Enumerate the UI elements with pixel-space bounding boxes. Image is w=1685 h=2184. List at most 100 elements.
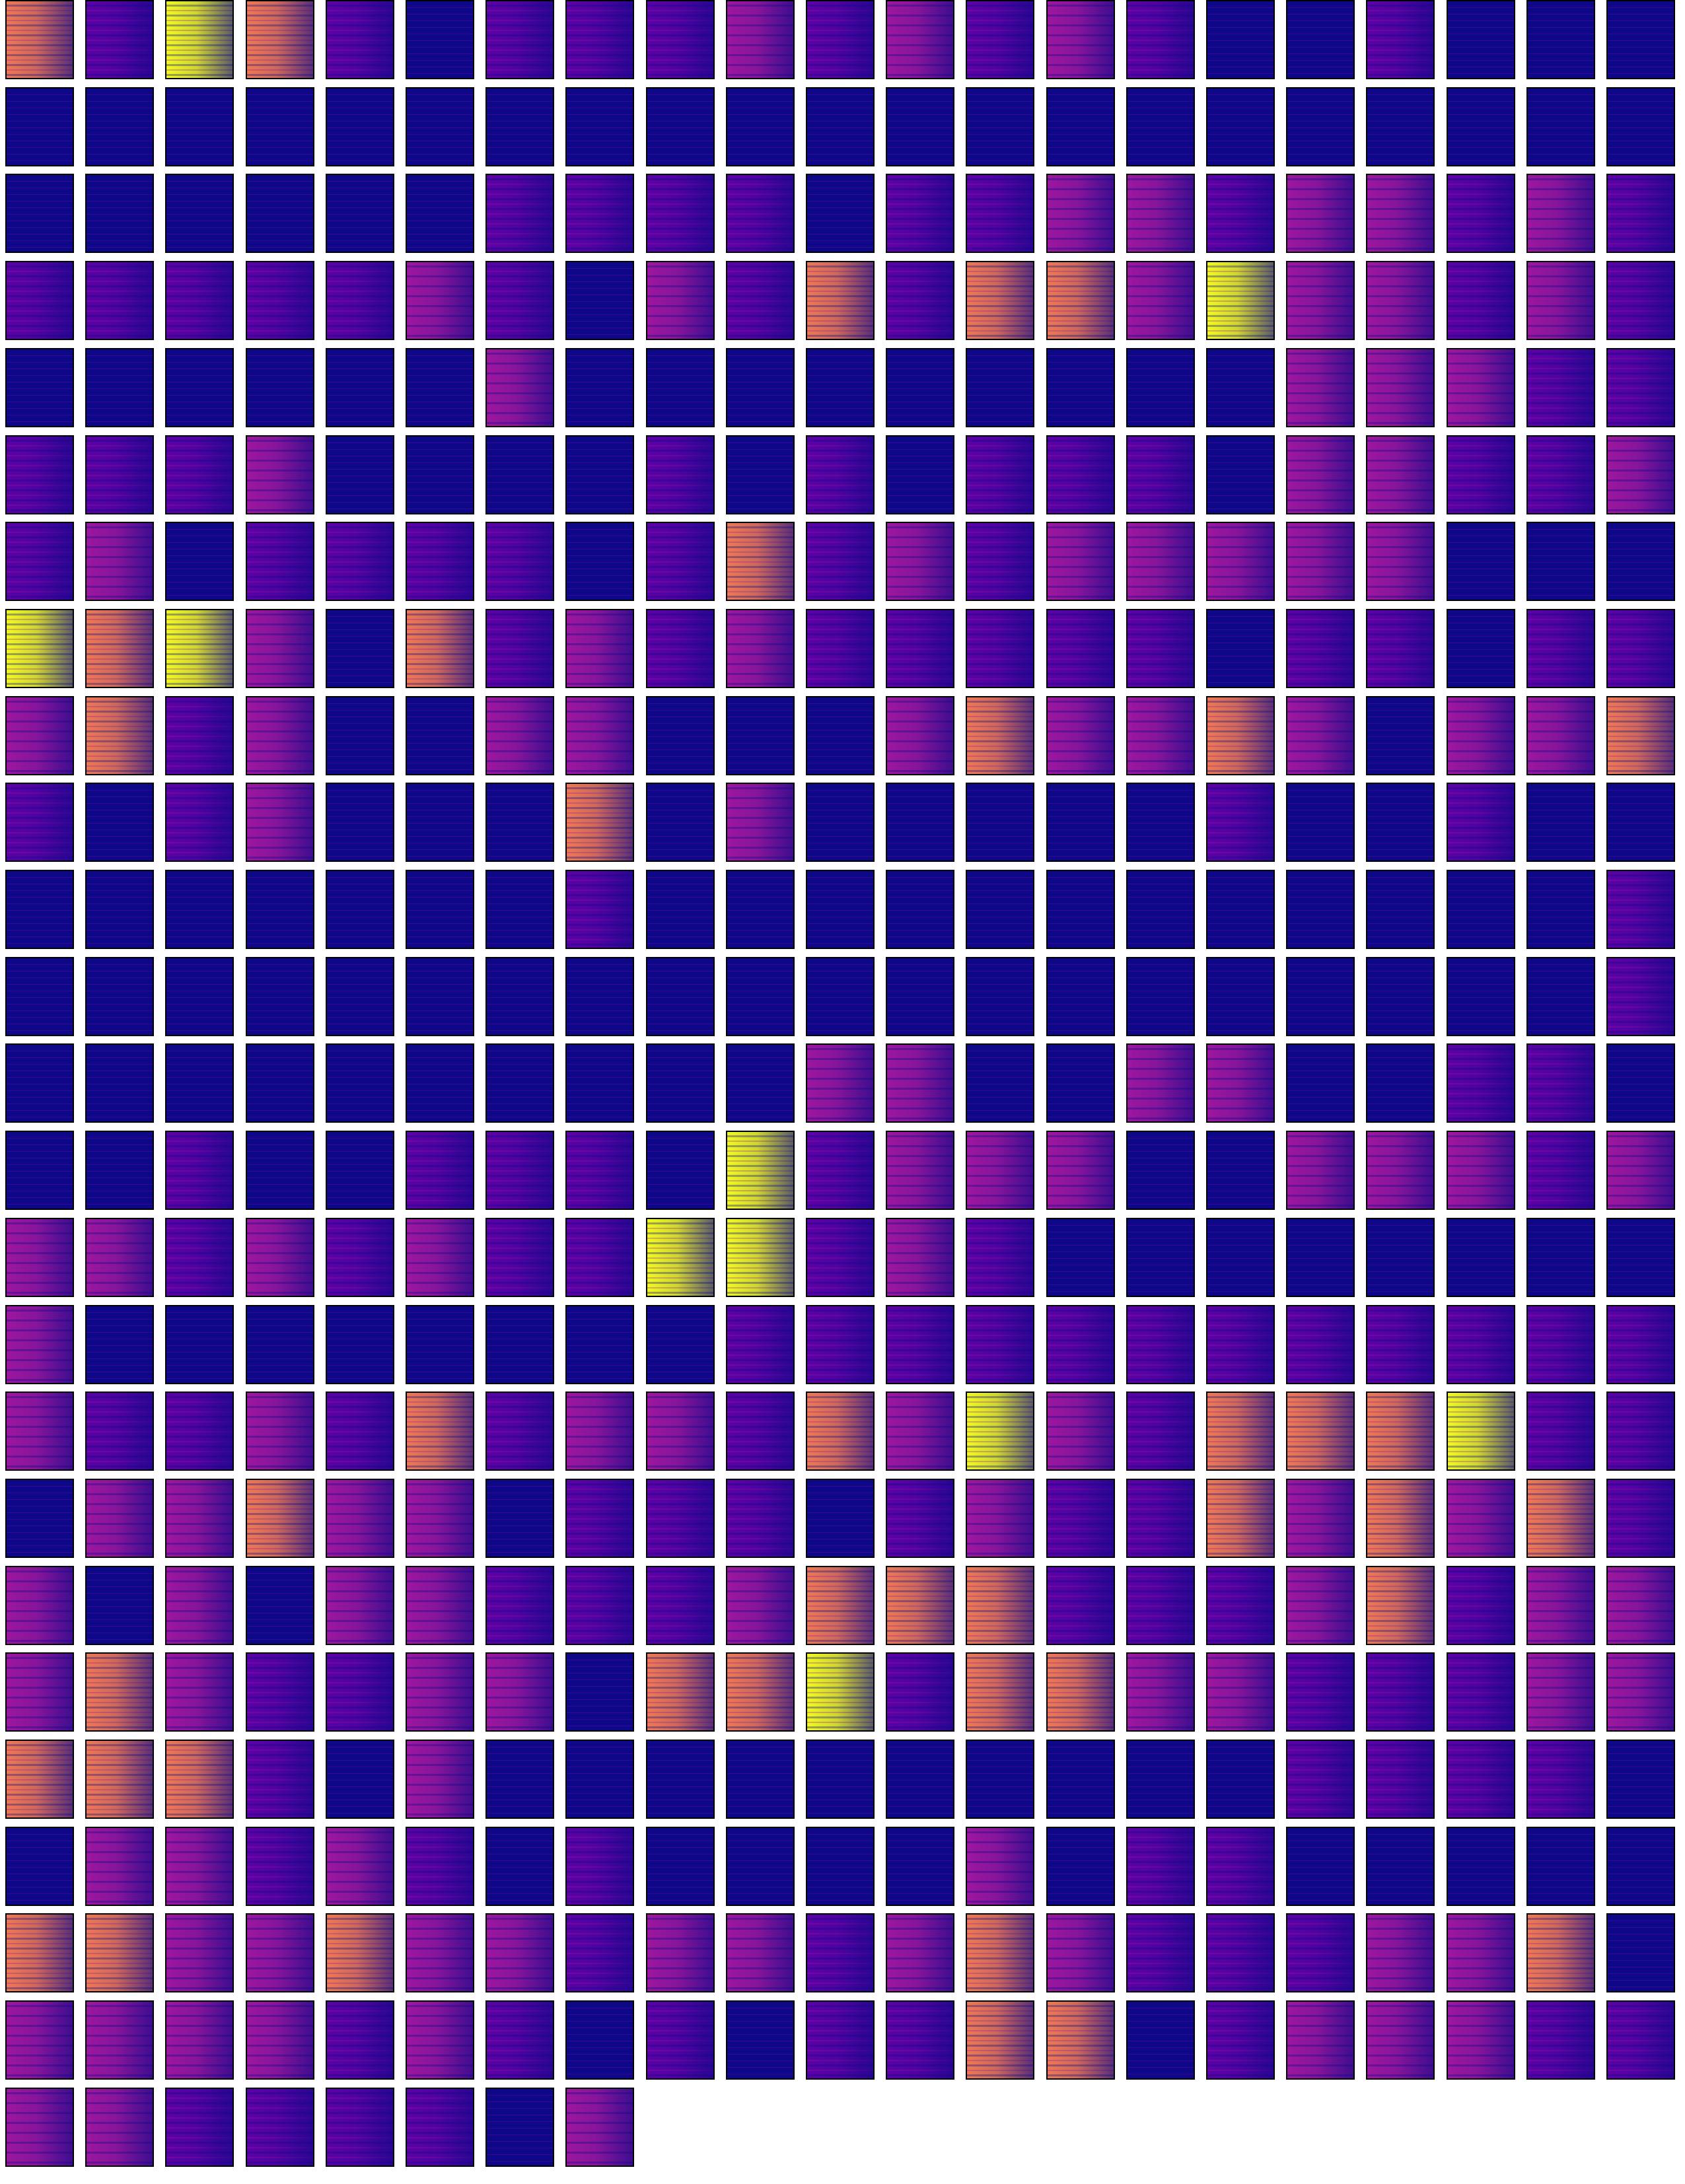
heatmap-tile [1526,1304,1595,1384]
heatmap-tile [245,2000,314,2080]
heatmap-tile [725,695,795,775]
heatmap-tile [325,2000,394,2080]
heatmap-tile [806,1304,875,1384]
heatmap-tile [485,174,555,254]
heatmap-tile [1606,1826,1675,1906]
heatmap-tile [966,1043,1035,1123]
heatmap-tile [886,1131,955,1211]
heatmap-tile [1126,1131,1195,1211]
heatmap-tile [85,1304,155,1384]
heatmap-tile [1366,1391,1435,1471]
heatmap-tile [1526,1478,1595,1558]
heatmap-tile [485,2000,555,2080]
heatmap-tile [1126,2000,1195,2080]
heatmap-tile [325,1478,394,1558]
heatmap-tile [565,1217,635,1297]
heatmap-tile [1286,1913,1355,1993]
heatmap-tile [1446,608,1515,688]
heatmap-tile [1366,1740,1435,1819]
heatmap-tile [1126,87,1195,166]
heatmap-tile [406,1740,474,1819]
heatmap-tile [406,1391,474,1471]
heatmap-tile [966,1913,1035,1993]
heatmap-tile [1126,1565,1195,1645]
heatmap-tile [1206,261,1275,341]
heatmap-tile [1046,1565,1115,1645]
heatmap-tile [1206,347,1275,427]
heatmap-tile [1526,1652,1595,1732]
heatmap-tile [565,0,635,79]
heatmap-tile [806,87,875,166]
heatmap-tile [1366,1478,1435,1558]
heatmap-tile [1366,1826,1435,1906]
heatmap-tile [485,608,555,688]
heatmap-tile [1526,1217,1595,1297]
heatmap-tile [485,0,555,79]
heatmap-tile [1046,1913,1115,1993]
heatmap-tile [165,1131,234,1211]
heatmap-tile [565,695,635,775]
heatmap-tile [5,1391,74,1471]
heatmap-tile [725,1304,795,1384]
heatmap-tile [406,87,474,166]
heatmap-tile [325,1304,394,1384]
heatmap-tile [85,956,155,1036]
heatmap-tile [1286,956,1355,1036]
heatmap-tile [165,174,234,254]
heatmap-tile [1366,1652,1435,1732]
heatmap-tile [886,347,955,427]
heatmap-tile [485,2087,555,2167]
heatmap-tile [565,783,635,863]
heatmap-tile [325,87,394,166]
heatmap-tile [406,1217,474,1297]
heatmap-tile [1046,1478,1115,1558]
heatmap-tile [1526,783,1595,863]
heatmap-tile [1606,1391,1675,1471]
heatmap-tile [806,347,875,427]
heatmap-tile [886,1652,955,1732]
heatmap-tile [245,608,314,688]
heatmap-tile [325,870,394,949]
heatmap-tile [85,1391,155,1471]
heatmap-tile [725,1565,795,1645]
heatmap-tile [1446,1131,1515,1211]
heatmap-tile [1206,608,1275,688]
heatmap-tile [85,783,155,863]
heatmap-tile [886,956,955,1036]
heatmap-tile [645,1565,715,1645]
heatmap-tile [1046,435,1115,514]
heatmap-tile [165,695,234,775]
heatmap-tile [886,2000,955,2080]
heatmap-tile [565,1304,635,1384]
heatmap-tile [1526,0,1595,79]
heatmap-tile [645,1391,715,1471]
heatmap-tile [406,956,474,1036]
heatmap-tile [1126,1043,1195,1123]
heatmap-tile [565,435,635,514]
heatmap-tile [1446,87,1515,166]
heatmap-tile [5,0,74,79]
heatmap-tile [1286,1478,1355,1558]
heatmap-tile [1206,1478,1275,1558]
heatmap-tile [1446,261,1515,341]
heatmap-tile [1606,522,1675,602]
heatmap-tile [1046,2000,1115,2080]
heatmap-tile [1446,1478,1515,1558]
heatmap-tile [1286,608,1355,688]
heatmap-tile [485,1565,555,1645]
heatmap-tile [1606,1131,1675,1211]
heatmap-tile [806,1391,875,1471]
heatmap-tile [5,2000,74,2080]
heatmap-tile [1366,1565,1435,1645]
heatmap-tile [806,1478,875,1558]
heatmap-tile [85,1131,155,1211]
heatmap-tile [966,1391,1035,1471]
heatmap-tile [1286,783,1355,863]
heatmap-tile [1446,956,1515,1036]
heatmap-tile [5,1565,74,1645]
heatmap-tile [806,695,875,775]
heatmap-tile [1446,522,1515,602]
heatmap-tile [725,0,795,79]
heatmap-tile [1526,956,1595,1036]
heatmap-tile [1366,435,1435,514]
